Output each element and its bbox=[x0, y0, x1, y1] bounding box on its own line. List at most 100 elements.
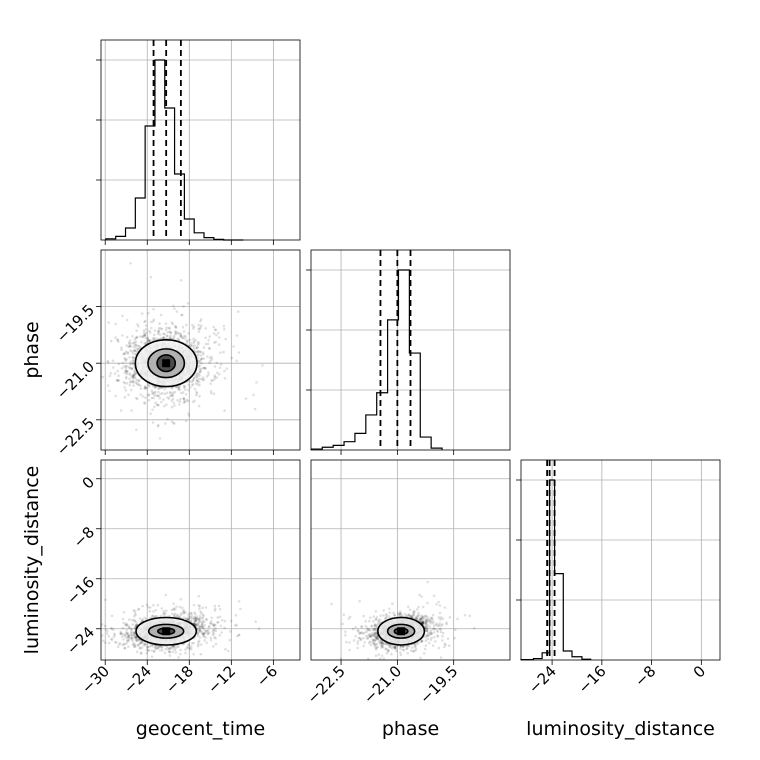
sample-point bbox=[139, 387, 143, 390]
sample-point bbox=[441, 623, 444, 626]
sample-point bbox=[153, 386, 157, 389]
sample-point bbox=[362, 614, 365, 618]
sample-point bbox=[415, 617, 419, 620]
sample-point bbox=[127, 393, 130, 397]
sample-point bbox=[122, 352, 125, 356]
sample-point bbox=[379, 646, 383, 649]
sample-point bbox=[393, 613, 396, 617]
sample-point bbox=[230, 356, 234, 360]
sample-point bbox=[369, 635, 372, 638]
sample-point bbox=[125, 365, 129, 368]
sample-point bbox=[137, 607, 141, 611]
sample-point bbox=[422, 619, 425, 623]
sample-point bbox=[182, 608, 185, 612]
sample-point bbox=[261, 364, 264, 367]
sample-point bbox=[133, 342, 136, 345]
sample-point bbox=[144, 396, 147, 399]
sample-point bbox=[405, 647, 408, 650]
sample-point bbox=[379, 641, 382, 645]
sample-point bbox=[170, 321, 174, 324]
sample-point bbox=[191, 344, 194, 348]
sample-point bbox=[189, 343, 193, 347]
sample-point bbox=[161, 649, 164, 652]
sample-point bbox=[202, 614, 206, 618]
sample-point bbox=[196, 373, 199, 376]
sample-point bbox=[441, 617, 445, 620]
sample-point bbox=[408, 608, 412, 611]
sample-point bbox=[135, 428, 138, 432]
sample-point bbox=[426, 637, 430, 641]
sample-point bbox=[374, 610, 378, 613]
sample-point bbox=[382, 657, 386, 660]
sample-point bbox=[209, 359, 212, 363]
sample-point bbox=[153, 405, 156, 409]
sample-point bbox=[391, 644, 395, 648]
sample-point bbox=[235, 334, 239, 337]
sample-point bbox=[371, 619, 375, 623]
sample-point bbox=[182, 396, 186, 400]
sample-point bbox=[162, 336, 165, 340]
sample-point bbox=[425, 626, 428, 629]
sample-point bbox=[167, 649, 171, 653]
sample-point bbox=[132, 384, 135, 388]
sample-point bbox=[198, 360, 202, 363]
sample-point bbox=[137, 379, 141, 382]
sample-point bbox=[376, 645, 380, 649]
sample-point bbox=[410, 646, 414, 649]
sample-point bbox=[197, 342, 201, 345]
sample-point bbox=[172, 304, 175, 308]
sample-point bbox=[438, 622, 442, 625]
sample-point bbox=[143, 387, 146, 391]
sample-point bbox=[194, 619, 198, 622]
sample-point bbox=[198, 380, 201, 384]
sample-point bbox=[398, 613, 401, 616]
sample-point bbox=[193, 622, 197, 626]
sample-point bbox=[126, 638, 130, 642]
sample-point bbox=[214, 328, 218, 332]
sample-point bbox=[108, 374, 112, 378]
sample-point bbox=[192, 340, 196, 343]
sample-point bbox=[132, 373, 136, 376]
sample-point bbox=[212, 628, 215, 632]
sample-point bbox=[384, 643, 388, 646]
sample-point bbox=[144, 386, 147, 390]
sample-point bbox=[188, 379, 192, 383]
sample-point bbox=[123, 395, 127, 399]
hist-panel-phase bbox=[306, 249, 511, 455]
x-tick-label-luminosity_distance: −24 bbox=[525, 662, 560, 697]
sample-point bbox=[200, 362, 203, 365]
sample-point bbox=[176, 331, 180, 335]
sample-point bbox=[143, 334, 146, 337]
sample-point bbox=[219, 624, 223, 628]
sample-point bbox=[115, 338, 119, 341]
sample-point bbox=[124, 366, 128, 370]
sample-point bbox=[204, 606, 208, 609]
sample-point bbox=[202, 366, 205, 370]
sample-point bbox=[199, 320, 202, 323]
sample-point bbox=[427, 617, 430, 621]
sample-point bbox=[368, 640, 372, 644]
sample-point bbox=[146, 338, 149, 342]
sample-point bbox=[453, 636, 456, 640]
sample-point bbox=[431, 617, 434, 621]
sample-point bbox=[427, 641, 431, 645]
sample-point bbox=[375, 646, 379, 650]
sample-point bbox=[382, 614, 385, 617]
sample-point bbox=[187, 612, 190, 616]
sample-point bbox=[194, 620, 197, 623]
sample-point bbox=[169, 331, 173, 335]
sample-point bbox=[116, 340, 120, 343]
sample-point bbox=[132, 376, 135, 379]
sample-point bbox=[396, 612, 400, 615]
sample-point bbox=[129, 345, 132, 348]
sample-point bbox=[205, 629, 209, 633]
sample-point bbox=[365, 628, 369, 632]
sample-point bbox=[380, 644, 384, 648]
sample-point bbox=[162, 398, 165, 401]
sample-point bbox=[165, 645, 169, 648]
sample-point bbox=[105, 632, 109, 635]
sample-point bbox=[205, 641, 208, 645]
sample-point bbox=[165, 403, 168, 406]
sample-point bbox=[428, 618, 432, 622]
sample-point bbox=[198, 383, 201, 387]
